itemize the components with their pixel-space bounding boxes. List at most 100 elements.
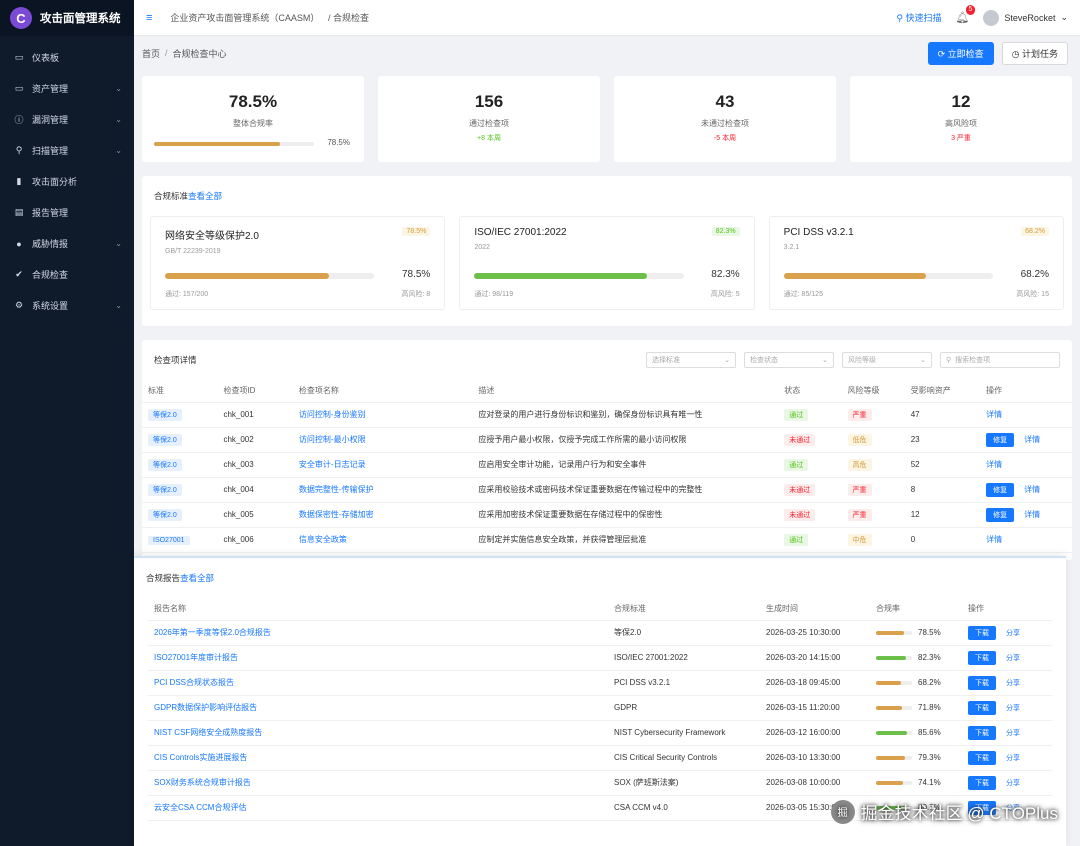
- share-link[interactable]: 分享: [1006, 804, 1020, 812]
- detail-link[interactable]: 详情: [986, 410, 1003, 419]
- report-name-link[interactable]: SOX财务系统合规审计报告: [154, 778, 251, 787]
- standard-name: 网络安全等级保护2.0: [165, 231, 259, 242]
- cell-report-rate: 80.7%: [870, 795, 962, 821]
- page-breadcrumb: 首页 / 合规检查中心 ⟳ 立即检查 ◷ 计划任务: [134, 36, 1080, 70]
- detail-link[interactable]: 详情: [1024, 434, 1041, 444]
- download-button[interactable]: 下载: [968, 650, 996, 665]
- standard-name: ISO/IEC 27001:2022: [474, 227, 567, 238]
- detail-link[interactable]: 详情: [986, 535, 1003, 544]
- standard-progress-fill: [474, 273, 647, 279]
- sidebar-item[interactable]: ▮ 攻击面分析: [0, 166, 134, 197]
- check-name-link[interactable]: 访问控制-最小权限: [298, 435, 366, 444]
- breadcrumb-system[interactable]: 企业资产攻击面管理系统（CAASM）: [170, 13, 320, 23]
- share-link[interactable]: 分享: [1006, 754, 1020, 762]
- table-row: PCI DSS合规状态报告 PCI DSS v3.2.1 2026-03-18 09…: [148, 670, 1052, 696]
- rate-bar-fill: [876, 755, 905, 760]
- fix-button[interactable]: 修复: [986, 432, 1015, 447]
- report-name-link[interactable]: 2026年第一季度等保2.0合规报告: [154, 628, 271, 637]
- report-name-link[interactable]: PCI DSS合规状态报告: [154, 678, 235, 687]
- cell-assets: 8: [904, 477, 981, 503]
- report-name-link[interactable]: GDPR数据保护影响评估报告: [154, 703, 258, 712]
- cell-report-time: 2026-03-08 10:00:00: [760, 770, 870, 796]
- sidebar-item[interactable]: ● 威胁情报 ⌄: [0, 228, 134, 259]
- schedule-task-button[interactable]: ◷ 计划任务: [1001, 41, 1068, 65]
- risk-filter-select[interactable]: 风险等级 ⌄: [842, 352, 932, 368]
- user-menu[interactable]: SteveRocket ⌄: [983, 9, 1068, 26]
- sidebar-item[interactable]: ▤ 报告管理: [0, 197, 134, 228]
- stat-progress-label: 78.5%: [327, 138, 350, 147]
- column-header: 检查项名称: [292, 380, 473, 403]
- sidebar-item[interactable]: ✔ 合规检查: [0, 259, 134, 290]
- cell-report-standard: PCI DSS v3.2.1: [608, 670, 760, 696]
- rate-label: 78.5%: [918, 628, 941, 637]
- check-name-link[interactable]: 数据完整性-传输保护: [298, 485, 374, 494]
- detail-link[interactable]: 详情: [1024, 509, 1041, 519]
- report-name-link[interactable]: ISO27001年度审计报告: [154, 653, 239, 662]
- check-name-link[interactable]: 访问控制-身份鉴别: [298, 410, 366, 419]
- cell-assets: 0: [904, 527, 981, 553]
- cell-risk: 严重: [841, 502, 905, 528]
- watermark-logo-icon: 掘: [830, 799, 855, 824]
- detail-link[interactable]: 详情: [986, 460, 1003, 469]
- standards-title-text: 合规标准: [154, 191, 189, 201]
- fix-button[interactable]: 修复: [986, 482, 1015, 497]
- reports-view-all-link[interactable]: 查看全部: [180, 573, 215, 583]
- standard-tag: 等保2.0: [148, 433, 182, 446]
- sidebar-item[interactable]: ▭ 资产管理 ⌄: [0, 73, 134, 104]
- standard-rate: 78.5%: [401, 269, 431, 280]
- check-name-link[interactable]: 信息安全政策: [298, 535, 347, 544]
- standard-filter-select[interactable]: 选择标准 ⌄: [646, 352, 736, 368]
- standard-card[interactable]: 网络安全等级保护2.0 GB/T 22239-2019 78.5% 78.5% 通过: …: [150, 216, 446, 310]
- standard-card[interactable]: PCI DSS v3.2.1 3.2.1 68.2% 68.2% 通过: 85/125 高…: [768, 216, 1064, 310]
- check-name-link[interactable]: 数据保密性-存储加密: [298, 510, 374, 519]
- sidebar-item[interactable]: ⚲ 扫描管理 ⌄: [0, 135, 134, 166]
- share-link[interactable]: 分享: [1006, 704, 1020, 712]
- sidebar-item[interactable]: ⚙ 系统设置 ⌄: [0, 290, 134, 321]
- logo[interactable]: C 攻击面管理系统: [0, 0, 134, 36]
- cell-assets: 23: [904, 427, 981, 453]
- standard-code: GB/T 22239-2019: [165, 248, 221, 255]
- cell-status: 通过: [778, 452, 842, 478]
- download-button[interactable]: 下载: [968, 800, 996, 815]
- download-button[interactable]: 下载: [968, 625, 996, 640]
- stat-cards: 78.5% 整体合规率 78.5% 156 通过检查项 +8 本周 43 未通过检查项 -5 本…: [142, 76, 1072, 162]
- check-name-link[interactable]: 安全审计-日志记录: [298, 460, 366, 469]
- chevron-down-icon: ⌄: [115, 146, 122, 155]
- column-header: 报告名称: [148, 598, 608, 621]
- table-row: ISO27001 chk_006 信息安全政策 应制定并实施信息安全政策，并获得管理层…: [142, 527, 1072, 553]
- cell-report-name: NIST CSF网络安全成熟度报告: [148, 720, 608, 746]
- check-search-input[interactable]: ⚲ 搜索检查项: [940, 352, 1060, 368]
- download-button[interactable]: 下载: [968, 750, 996, 765]
- report-name-link[interactable]: CIS Controls实施进展报告: [154, 753, 248, 762]
- standard-passed: 通过: 85/125: [783, 291, 823, 298]
- share-link[interactable]: 分享: [1006, 679, 1020, 687]
- share-link[interactable]: 分享: [1006, 654, 1020, 662]
- download-button[interactable]: 下载: [968, 675, 996, 690]
- standard-card[interactable]: ISO/IEC 27001:2022 2022 82.3% 82.3% 通过: 98/1…: [459, 216, 755, 310]
- share-link[interactable]: 分享: [1006, 729, 1020, 737]
- download-button[interactable]: 下载: [968, 775, 996, 790]
- sidebar-item[interactable]: ▭ 仪表板: [0, 42, 134, 73]
- download-button[interactable]: 下载: [968, 725, 996, 740]
- report-name-link[interactable]: 云安全CSA CCM合规评估: [154, 803, 247, 812]
- rate-bar-fill: [876, 730, 907, 735]
- share-link[interactable]: 分享: [1006, 629, 1020, 637]
- share-link[interactable]: 分享: [1006, 779, 1020, 787]
- risk-badge: 高危: [847, 458, 872, 471]
- fix-button[interactable]: 修复: [986, 507, 1015, 522]
- crumb-home[interactable]: 首页: [142, 48, 161, 59]
- standards-view-all-link[interactable]: 查看全部: [188, 191, 223, 201]
- menu-toggle-icon[interactable]: ≡: [146, 11, 153, 24]
- quick-scan-link[interactable]: ⚲ 快速扫描: [896, 13, 942, 23]
- status-filter-select[interactable]: 检查状态 ⌄: [744, 352, 834, 368]
- stat-card: 156 通过检查项 +8 本周: [378, 76, 600, 162]
- sidebar-item-label: 漏洞管理: [32, 115, 69, 125]
- run-check-button[interactable]: ⟳ 立即检查: [927, 41, 994, 65]
- detail-link[interactable]: 详情: [1024, 484, 1041, 494]
- download-button[interactable]: 下载: [968, 700, 996, 715]
- table-row: NIST CSF网络安全成熟度报告 NIST Cybersecurity Fram…: [148, 720, 1052, 746]
- report-name-link[interactable]: NIST CSF网络安全成熟度报告: [154, 728, 263, 737]
- sidebar-item[interactable]: ⓘ 漏洞管理 ⌄: [0, 104, 134, 135]
- bell-icon[interactable]: 🔔︎ 5: [955, 5, 976, 24]
- rate-label: 71.8%: [918, 703, 941, 712]
